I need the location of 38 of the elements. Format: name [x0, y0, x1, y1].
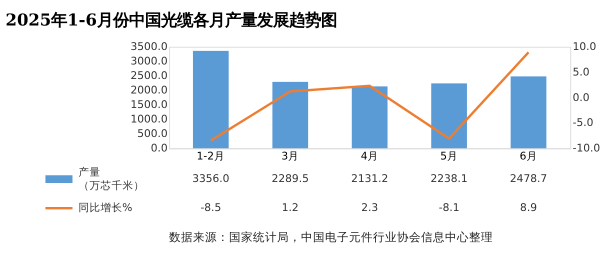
- bar: [510, 76, 546, 148]
- data-label: -8.1: [438, 201, 460, 214]
- y-tick-label: 1000.0: [130, 112, 168, 126]
- y-tick-label: 3500.0: [130, 40, 168, 54]
- y-tick-label: 1500.0: [130, 98, 168, 112]
- y-tick-label: 2500.0: [130, 69, 168, 82]
- bar: [352, 86, 388, 148]
- y2-tick-label: -5.0: [572, 116, 594, 130]
- bar: [192, 50, 229, 148]
- legend-label: 产量（万芯千米）: [78, 165, 144, 192]
- x-tick-label: 4月: [360, 149, 379, 162]
- chart-title: 2025年1-6月份中国光缆各月产量发展趋势图: [6, 10, 337, 30]
- y-tick-label: 3000.0: [130, 54, 168, 68]
- y-tick-label: 0.0: [150, 142, 168, 155]
- x-tick-label: 5月: [440, 149, 458, 162]
- source-note: 数据来源：国家统计局，中国电子元件行业协会信息中心整理: [169, 230, 494, 244]
- bar: [272, 82, 308, 148]
- data-label: 2289.5: [272, 172, 309, 186]
- data-label: 3356.0: [192, 172, 230, 186]
- y2-tick-label: -10.0: [572, 142, 600, 155]
- y2-tick-label: 5.0: [572, 66, 590, 79]
- bar: [431, 83, 467, 148]
- data-label: 2238.1: [430, 172, 468, 186]
- data-label: 8.9: [520, 201, 538, 214]
- data-label: 2131.2: [351, 172, 388, 186]
- x-tick-label: 1-2月: [196, 149, 226, 162]
- y-tick-label: 2000.0: [130, 84, 168, 97]
- data-label: 2478.7: [510, 172, 548, 186]
- legend-label: 同比增长%: [78, 201, 132, 214]
- y-tick-label: 500.0: [137, 127, 168, 140]
- data-label: 1.2: [282, 201, 299, 214]
- y2-tick-label: 0.0: [572, 90, 590, 104]
- y2-tick-label: 10.0: [572, 40, 597, 54]
- line-series: [210, 51, 530, 142]
- data-label: 2.3: [361, 201, 378, 214]
- x-tick-label: 6月: [520, 149, 538, 162]
- x-tick-label: 3月: [281, 149, 300, 162]
- data-label: -8.5: [200, 201, 222, 214]
